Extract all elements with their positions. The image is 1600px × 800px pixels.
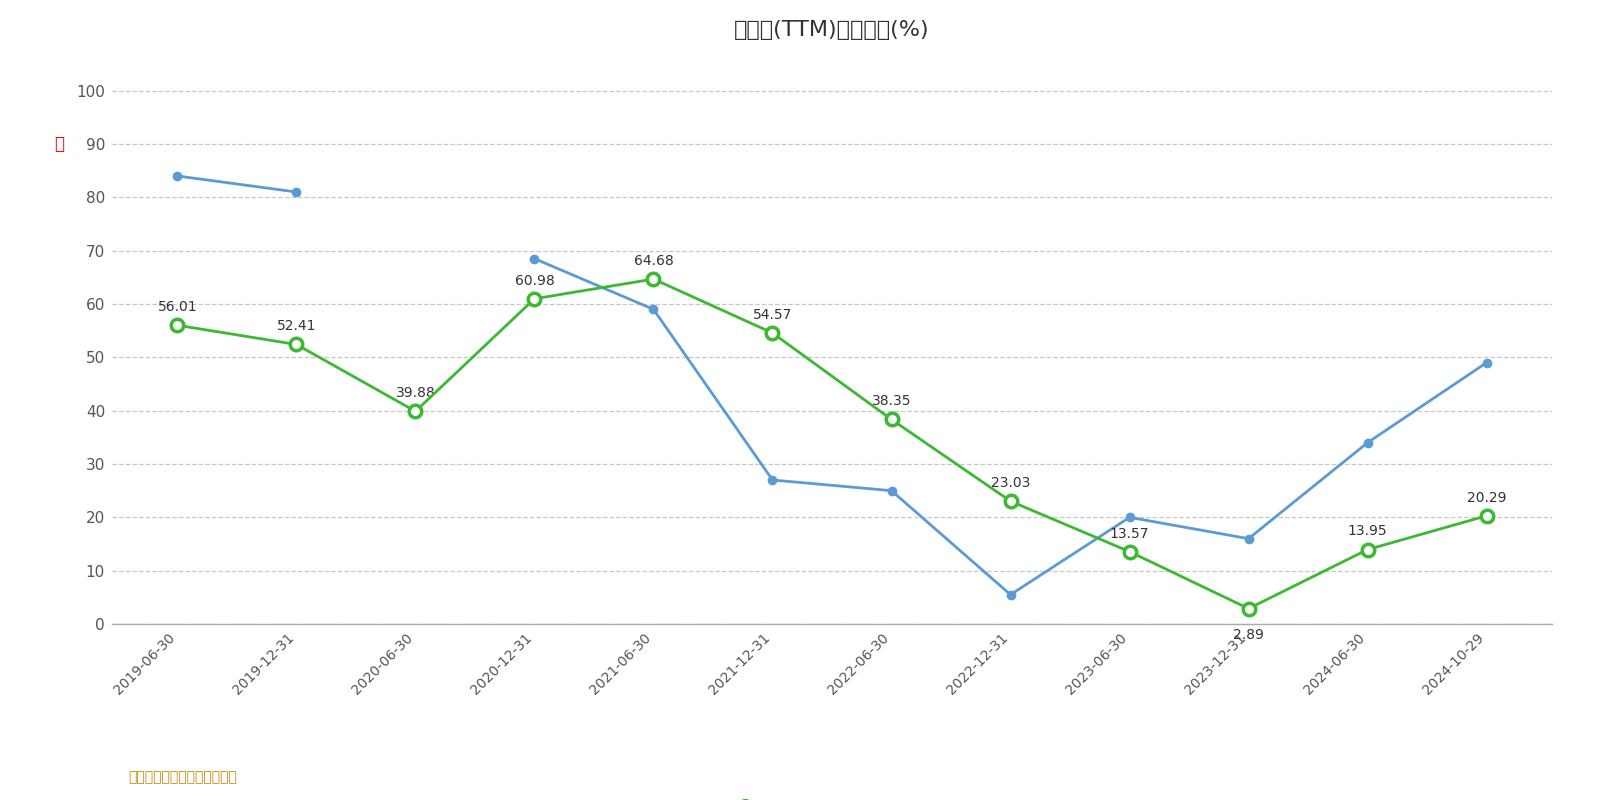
公司	[1002, 496, 1021, 506]
公司	[882, 414, 901, 424]
公司	[1358, 545, 1378, 554]
Text: 60.98: 60.98	[515, 274, 554, 288]
Text: 64.68: 64.68	[634, 254, 674, 268]
行业均值	[763, 475, 782, 485]
Text: 制图数据来自恒生聚源数据库: 制图数据来自恒生聚源数据库	[128, 770, 237, 784]
行业均值	[1477, 358, 1496, 367]
Text: 13.95: 13.95	[1347, 525, 1387, 538]
Text: 20.29: 20.29	[1467, 490, 1506, 505]
Text: 54.57: 54.57	[754, 308, 792, 322]
Text: 13.57: 13.57	[1110, 526, 1149, 541]
Text: 56.01: 56.01	[158, 300, 197, 314]
行业均值	[286, 187, 306, 197]
公司	[1120, 547, 1139, 557]
Text: 案: 案	[54, 135, 64, 153]
Title: 市盈率(TTM)历史分位(%): 市盈率(TTM)历史分位(%)	[734, 20, 930, 40]
公司	[1477, 511, 1496, 521]
行业均值	[643, 305, 662, 314]
公司	[1238, 604, 1258, 614]
公司	[286, 340, 306, 350]
行业均值	[525, 254, 544, 263]
Text: 52.41: 52.41	[277, 319, 317, 334]
Line: 行业均值: 行业均值	[173, 172, 1491, 599]
公司	[763, 328, 782, 338]
公司	[643, 274, 662, 284]
行业均值	[882, 486, 901, 495]
行业均值	[1358, 438, 1378, 447]
公司	[168, 321, 187, 330]
Line: 公司: 公司	[171, 273, 1493, 615]
行业均值	[1120, 513, 1139, 522]
Text: 23.03: 23.03	[990, 476, 1030, 490]
公司	[406, 406, 426, 416]
公司	[525, 294, 544, 303]
Legend: 公司, 行业均值: 公司, 行业均值	[715, 790, 949, 800]
行业均值	[168, 171, 187, 181]
行业均值	[1002, 590, 1021, 599]
Text: 2.89: 2.89	[1234, 628, 1264, 642]
Text: 39.88: 39.88	[395, 386, 435, 400]
行业均值	[1238, 534, 1258, 543]
Text: 38.35: 38.35	[872, 394, 912, 408]
